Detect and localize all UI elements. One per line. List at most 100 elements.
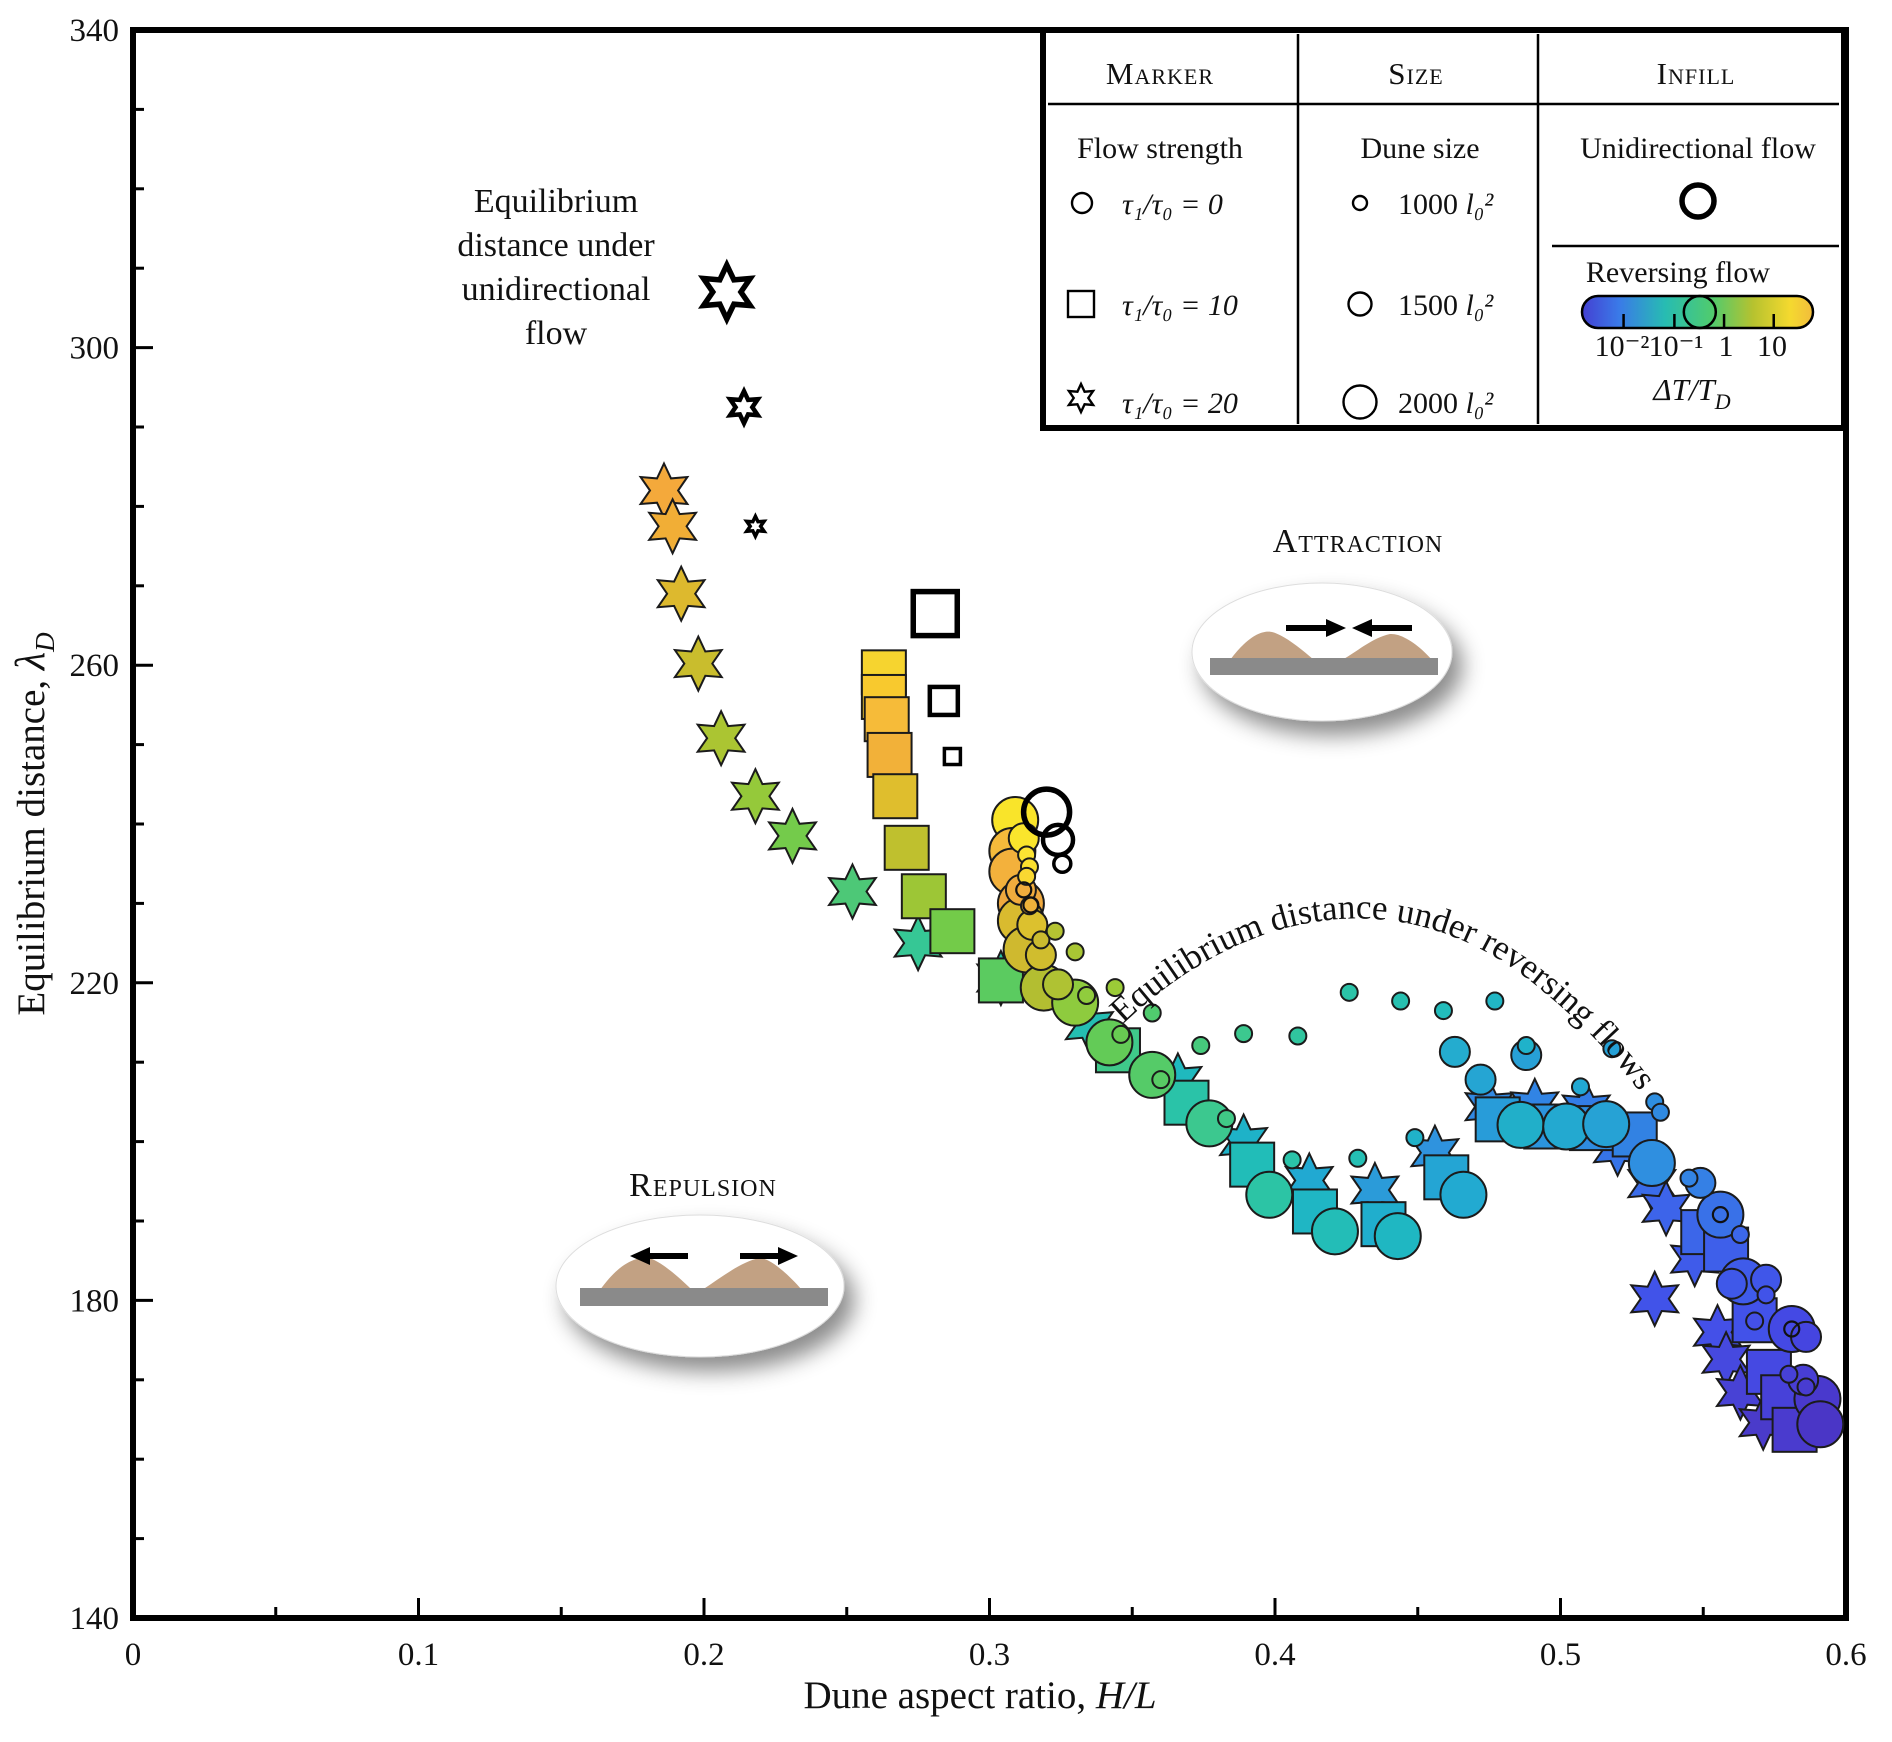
repulsion-label: Repulsion [629,1167,777,1204]
y-axis-label: Equilibrium distance, λD [8,632,60,1016]
circle-point [1151,1070,1171,1090]
circle-point [1715,1267,1748,1300]
arrow-left-icon [1352,619,1412,637]
repulsion-inset [555,1214,845,1358]
circle-point [1405,1128,1425,1148]
legend-tau-0: τ₁/τ₀ = 0 [1122,188,1223,221]
legend-dune-size: Dune size [1360,132,1479,165]
colorbar-tick-label: 10⁻¹ [1649,330,1704,363]
circle-point [1031,930,1051,950]
x-axis-label: Dune aspect ratio, H/L [803,1674,1156,1717]
dune-left [600,1257,692,1290]
colorbar-tick-label: 10 [1757,330,1787,363]
circle-point [1017,866,1037,886]
circle-point [1065,942,1085,962]
legend-reversing: Reversing flow [1586,256,1770,289]
square-point [929,908,976,955]
x-tick-label: 0.6 [1825,1637,1866,1673]
y-tick-label: 340 [70,13,120,49]
circle-point [1602,1039,1622,1059]
circle-point [1348,1148,1368,1168]
circle-point [1111,1024,1131,1044]
ring-point [1711,1206,1729,1224]
circle-point [1696,1190,1745,1239]
annotation-line: unidirectional [462,271,651,308]
inset-ground [1210,658,1438,675]
square-point [872,773,919,820]
legend-size-1500: 1500 l₀² [1398,289,1494,322]
star-point [638,461,690,520]
legend-tau-10: τ₁/τ₀ = 10 [1122,289,1238,322]
annotation-line: distance under [457,227,655,264]
x-tick-label: 0 [125,1637,142,1673]
circle-point [1245,1170,1294,1219]
circle-point [1745,1311,1765,1331]
circle-point [1485,991,1505,1011]
x-tick-label: 0.1 [398,1637,439,1673]
circle-point [1142,1003,1162,1023]
circle-point [1339,982,1359,1002]
square-marker-icon [1066,289,1096,319]
circle-point [1282,1150,1302,1170]
annotation-line: flow [525,315,588,352]
colorbar-tick-label: 1 [1719,330,1734,363]
open-circle-point [1052,853,1073,874]
circle-point [1439,1170,1488,1219]
unidirectional-annotation: Equilibrium distance under unidirectiona… [457,183,655,352]
circle-point [1756,1285,1776,1305]
circle-point [1496,1100,1545,1149]
circle-point [1627,1139,1676,1188]
legend-header-infill: Infill [1657,56,1736,91]
circle-point [1790,1320,1823,1353]
axis-tick-labels: 0 0.1 0.2 0.3 0.4 0.5 0.6 140 180 220 260 300 340 [70,13,1867,1673]
circle-point [1216,1109,1236,1129]
inset-ellipse [555,1214,845,1358]
ring-point [1015,881,1033,899]
legend: Marker Size Infill Flow strength τ₁/τ₀ =… [1040,27,1847,431]
ring-point [1783,1320,1801,1338]
arrow-left-icon [630,1247,688,1265]
size-medium-icon [1347,291,1373,317]
legend-unidirectional: Unidirectional flow [1580,132,1816,165]
scatter-points [638,258,1845,1453]
square-point [866,731,913,778]
y-tick-label: 220 [70,966,120,1002]
open-star-point [743,512,768,541]
legend-header-size: Size [1388,56,1443,91]
attraction-annotation: Attraction [1191,523,1453,722]
legend-size-2000: 2000 l₀² [1398,387,1494,420]
circle-point [1105,978,1125,998]
circle-point [1077,986,1097,1006]
legend-tau-20: τ₁/τ₀ = 20 [1122,387,1238,420]
circle-point [1045,921,1065,941]
attraction-inset [1191,582,1453,722]
star-point [729,766,781,826]
arrow-right-icon [1286,619,1346,637]
legend-border [1040,27,1847,431]
dune-right [702,1258,802,1290]
annotation-line: Equilibrium [474,183,638,220]
circle-point [1373,1212,1422,1261]
size-large-icon [1342,384,1378,420]
circle-point [1234,1024,1254,1044]
circle-point [1516,1036,1536,1056]
inset-ellipse [1191,582,1453,722]
star-point [695,708,747,768]
circle-point [1391,991,1411,1011]
ring-point [1022,896,1040,914]
colorbar-label: ΔT/TD [1651,372,1730,414]
arrow-right-icon [740,1247,798,1265]
colorbar [1580,294,1815,330]
circle-point [1191,1036,1211,1056]
circle-point [1288,1026,1308,1046]
circle-marker-icon [1070,191,1094,215]
dune-left [1230,631,1314,660]
open-square-point [942,746,963,767]
circle-point [1796,1400,1845,1449]
y-tick-label: 140 [70,1601,120,1637]
y-tick-label: 260 [70,648,120,684]
colorbar-ticks [1622,314,1775,327]
colorbar-circle-marker [1682,294,1718,330]
